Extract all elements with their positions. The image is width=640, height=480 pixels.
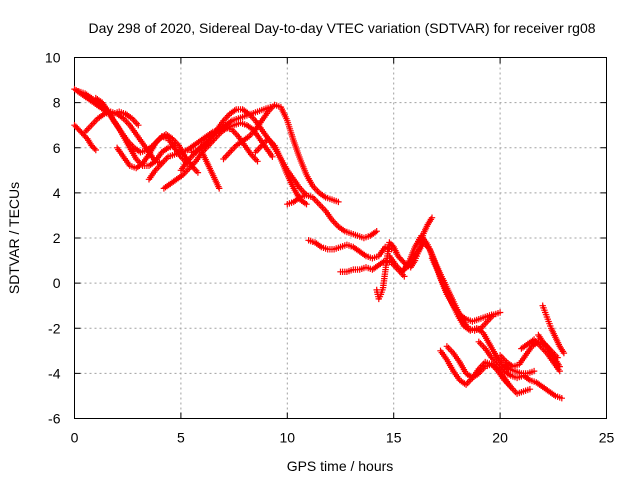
y-tick-label: 6: [53, 140, 61, 156]
x-axis-label: GPS time / hours: [287, 458, 394, 474]
data-series-sat-v: [437, 347, 514, 391]
series-markers: [437, 347, 514, 391]
x-tick-label: 5: [177, 430, 185, 446]
series-markers: [199, 149, 223, 192]
y-tick-label: 10: [45, 50, 61, 66]
series-markers: [428, 255, 538, 377]
data-series-sat-q: [373, 214, 436, 303]
grid: [74, 57, 607, 419]
series-markers: [539, 302, 568, 357]
y-tick-label: 8: [53, 95, 61, 111]
x-tick-label: 0: [71, 430, 79, 446]
series-markers: [305, 237, 395, 262]
y-axis-label: SDTVAR / TECUs: [6, 182, 22, 294]
data-series-sat-o: [305, 237, 395, 262]
data-series-sat-n: [284, 191, 380, 242]
series-markers: [475, 338, 565, 402]
x-tick-label: 25: [599, 430, 615, 446]
series-markers: [373, 214, 436, 303]
data-series-sat-k: [199, 149, 223, 192]
series-markers: [81, 108, 165, 167]
axis-ticks: 0 5 10 15 20 25 -6 -4 -2 0 2 4 6 8 10: [45, 50, 615, 446]
data-series-sat-l: [220, 101, 342, 206]
data-series-sat-aa: [535, 331, 563, 370]
data-series-sat-t: [428, 255, 538, 377]
data-series-sat-w: [475, 338, 565, 402]
y-tick-label: 0: [53, 275, 61, 291]
series-markers: [71, 122, 99, 154]
series-markers: [401, 239, 504, 334]
y-tick-label: -6: [48, 411, 61, 427]
y-tick-label: 4: [53, 185, 61, 201]
x-tick-label: 15: [386, 430, 402, 446]
chart-title: Day 298 of 2020, Sidereal Day-to-day VTE…: [88, 20, 595, 36]
data-series: [71, 85, 568, 402]
series-markers: [535, 331, 563, 370]
data-series-sat-b: [71, 122, 99, 154]
series-markers: [284, 191, 380, 242]
x-tick-label: 10: [280, 430, 296, 446]
x-tick-label: 20: [492, 430, 508, 446]
data-series-sat-z: [539, 302, 568, 357]
y-tick-label: 2: [53, 230, 61, 246]
data-series-sat-s: [401, 239, 504, 334]
data-series-sat-f: [113, 133, 191, 172]
y-tick-label: -4: [48, 365, 61, 381]
series-line: [74, 124, 97, 151]
series-markers: [113, 133, 191, 172]
y-tick-label: -2: [48, 320, 61, 336]
series-markers: [220, 101, 342, 206]
